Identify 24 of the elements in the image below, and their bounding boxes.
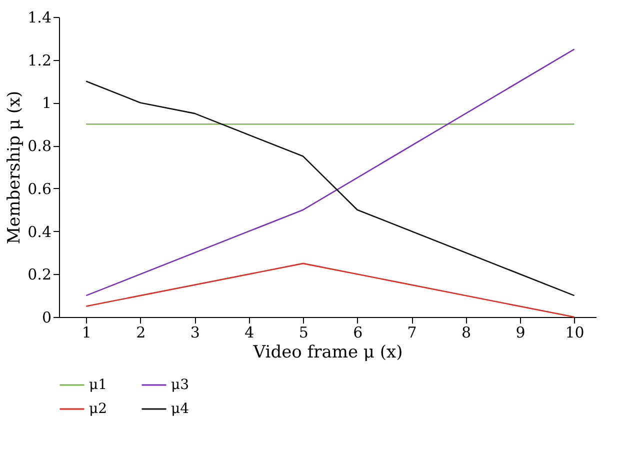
- y-tick-label: 0.6: [28, 180, 52, 198]
- y-tick-label: 1.4: [28, 8, 52, 26]
- x-tick-label: 10: [565, 324, 584, 342]
- x-tick-label: 2: [136, 324, 146, 342]
- y-tick-label: 1.2: [28, 51, 52, 70]
- x-tick-label: 1: [82, 324, 92, 342]
- y-tick-label: 0.8: [28, 137, 52, 156]
- x-axis-title: Video frame μ (x): [252, 342, 403, 362]
- x-tick-label: 5: [298, 324, 308, 342]
- x-tick-label: 3: [190, 324, 200, 342]
- x-tick-label: 4: [244, 324, 254, 342]
- x-tick-label: 9: [516, 324, 526, 342]
- x-tick-label: 8: [462, 324, 472, 342]
- legend-label: μ2: [89, 401, 108, 417]
- y-tick-label: 0.4: [28, 222, 52, 241]
- x-tick-label: 7: [407, 324, 417, 342]
- y-tick-label: 0: [42, 308, 52, 326]
- y-tick-label: 1: [42, 94, 52, 112]
- legend-label: μ1: [89, 377, 108, 393]
- legend-label: μ3: [171, 377, 190, 393]
- y-axis-title: Membership μ (x): [4, 90, 25, 244]
- legend-label: μ4: [171, 401, 190, 417]
- x-tick-label: 6: [353, 324, 363, 342]
- y-tick-label: 0.2: [28, 266, 52, 284]
